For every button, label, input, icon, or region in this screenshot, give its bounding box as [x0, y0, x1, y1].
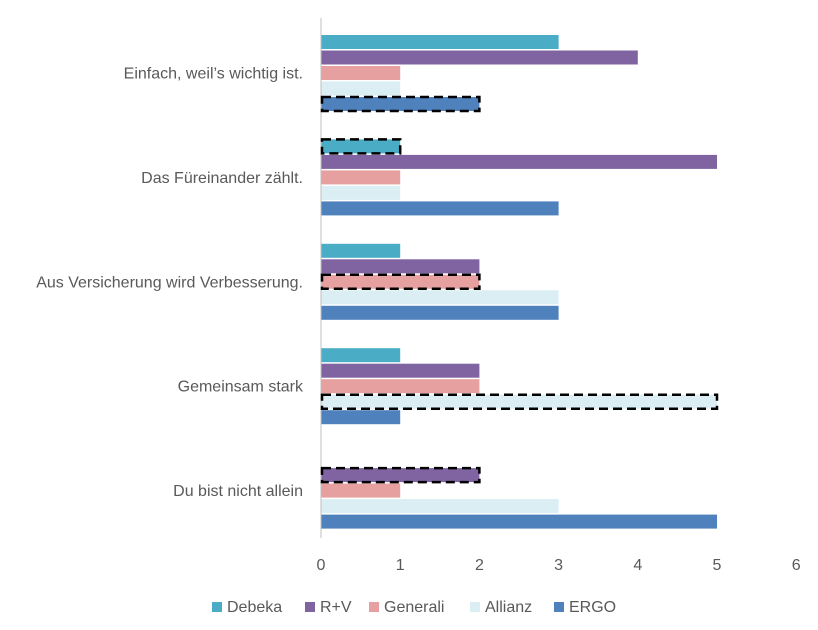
highlight-box-generali-3: [320, 273, 481, 291]
bar-generali-4: [321, 379, 480, 394]
bar-debeka-2: [321, 139, 401, 154]
legend-label-r-v: R+V: [320, 599, 352, 616]
bar-generali-5: [321, 483, 401, 498]
tick-label-0: 0: [317, 557, 326, 574]
bar-ergo-5: [321, 514, 717, 529]
bar-allianz-1: [321, 81, 401, 96]
category-labels: Einfach, weil’s wichtig ist. Das Füreinan…: [36, 66, 304, 501]
legend-label-generali: Generali: [384, 599, 444, 616]
bar-ergo-2: [321, 201, 559, 216]
legend-label-debeka: Debeka: [227, 599, 282, 616]
legend-swatch-debeka: [212, 602, 222, 612]
bar-r-v-3: [321, 259, 480, 274]
bar-ergo-4: [321, 410, 401, 425]
category-label-1: Einfach, weil’s wichtig ist.: [124, 66, 303, 83]
legend-swatch-allianz: [470, 602, 480, 612]
tick-label-3: 3: [554, 557, 563, 574]
bar-r-v-4: [321, 363, 480, 378]
highlight-box-r-v-5: [320, 466, 481, 484]
tick-label-5: 5: [713, 557, 722, 574]
legend-label-allianz: Allianz: [485, 599, 532, 616]
bar-debeka-1: [321, 35, 559, 49]
category-label-4: Gemeinsam stark: [178, 379, 304, 396]
bar-generali-3: [321, 274, 480, 289]
bar-generali-2: [321, 170, 401, 185]
bar-r-v-5: [321, 468, 480, 483]
legend-swatch-ergo: [554, 602, 564, 612]
highlight-box-allianz-4: [320, 393, 719, 410]
bar-r-v-2: [321, 154, 717, 169]
highlight-boxes: [320, 95, 719, 484]
bar-ergo-3: [321, 305, 559, 320]
tick-label-1: 1: [396, 557, 405, 574]
bar-debeka-4: [321, 348, 401, 363]
legend: Debeka R+V Generali Allianz ERGO: [212, 599, 616, 616]
bar-allianz-3: [321, 290, 559, 305]
bar-r-v-1: [321, 50, 638, 65]
bar-ergo-1: [321, 97, 480, 111]
tick-label-4: 4: [633, 557, 642, 574]
bar-debeka-3: [321, 243, 401, 258]
tick-label-2: 2: [475, 557, 484, 574]
bar-allianz-2: [321, 185, 401, 200]
bar-allianz-4: [321, 394, 717, 409]
legend-swatch-r-v: [305, 602, 315, 612]
category-label-5: Du bist nicht allein: [173, 483, 303, 500]
category-label-2: Das Füreinander zählt.: [141, 170, 303, 187]
bar-generali-1: [321, 66, 401, 80]
tick-label-6: 6: [792, 557, 801, 574]
bar-allianz-5: [321, 499, 559, 514]
category-label-3: Aus Versicherung wird Verbesserung.: [36, 274, 303, 291]
legend-label-ergo: ERGO: [569, 599, 616, 616]
highlight-box-debeka-2: [320, 138, 402, 155]
bars-group: [321, 35, 717, 529]
highlight-box-ergo-1: [320, 95, 481, 113]
legend-swatch-generali: [369, 602, 379, 612]
value-axis-tick-labels: 0 1 2 3 4 5 6: [317, 557, 801, 574]
